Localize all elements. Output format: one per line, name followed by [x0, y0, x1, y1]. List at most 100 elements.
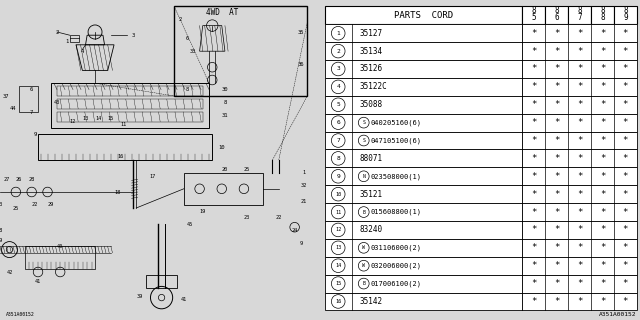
Text: 9: 9 [337, 174, 340, 179]
Text: 13: 13 [83, 116, 89, 121]
Text: 047105100(6): 047105100(6) [371, 137, 422, 144]
Text: *: * [623, 47, 628, 56]
Bar [324, 221, 637, 239]
Text: 2: 2 [56, 29, 59, 35]
Text: *: * [623, 82, 628, 92]
Text: *: * [531, 29, 536, 38]
Text: 30: 30 [221, 87, 228, 92]
Bar [324, 239, 637, 257]
Text: A351A00152: A351A00152 [599, 312, 637, 317]
Text: *: * [623, 172, 628, 181]
Text: 2: 2 [179, 17, 182, 22]
Text: 35126: 35126 [360, 65, 383, 74]
Text: *: * [577, 297, 582, 306]
Bar [545, 6, 568, 24]
Text: 032006000(2): 032006000(2) [371, 262, 422, 269]
Text: A351A00152: A351A00152 [6, 312, 35, 317]
Text: *: * [577, 65, 582, 74]
Bar [26, 246, 95, 269]
Text: 5: 5 [532, 12, 536, 22]
Text: 28: 28 [29, 177, 35, 182]
Text: 10: 10 [218, 145, 225, 150]
Text: 4: 4 [81, 49, 84, 54]
Text: *: * [554, 297, 559, 306]
Text: *: * [600, 243, 605, 252]
Bar [19, 86, 38, 112]
Text: *: * [623, 261, 628, 270]
Text: 8: 8 [554, 6, 559, 15]
Text: 6: 6 [337, 120, 340, 125]
Text: 8: 8 [600, 12, 605, 22]
Text: 13: 13 [335, 245, 341, 250]
Bar [614, 6, 637, 24]
Text: 37: 37 [3, 93, 10, 99]
Text: 21: 21 [301, 199, 307, 204]
Text: 29: 29 [0, 237, 3, 243]
Text: *: * [600, 118, 605, 127]
Text: 38: 38 [0, 228, 3, 233]
Text: *: * [577, 136, 582, 145]
Text: *: * [623, 65, 628, 74]
Text: *: * [577, 47, 582, 56]
Text: 11: 11 [120, 122, 127, 127]
Text: *: * [531, 225, 536, 235]
Text: *: * [554, 208, 559, 217]
Text: *: * [554, 190, 559, 199]
Text: *: * [623, 279, 628, 288]
Text: 88071: 88071 [360, 154, 383, 163]
Bar [324, 114, 637, 132]
Text: 9: 9 [623, 12, 628, 22]
Text: 16: 16 [117, 154, 124, 159]
Text: *: * [554, 243, 559, 252]
Text: *: * [623, 297, 628, 306]
Text: *: * [623, 136, 628, 145]
Text: 20: 20 [222, 167, 228, 172]
Bar [174, 6, 307, 96]
Bar [324, 42, 637, 60]
Text: *: * [600, 47, 605, 56]
Text: 17: 17 [149, 173, 155, 179]
Text: *: * [531, 118, 536, 127]
Bar [324, 167, 637, 185]
Text: 35088: 35088 [360, 100, 383, 109]
Text: 23: 23 [244, 215, 250, 220]
Text: 83240: 83240 [360, 225, 383, 235]
Text: *: * [600, 208, 605, 217]
Text: *: * [531, 208, 536, 217]
Text: 10: 10 [335, 192, 341, 197]
Text: 31: 31 [221, 113, 228, 118]
Text: 040205160(6): 040205160(6) [371, 119, 422, 126]
Text: 8: 8 [186, 87, 188, 92]
Text: S: S [362, 138, 365, 143]
Text: 32: 32 [301, 183, 307, 188]
Text: *: * [577, 190, 582, 199]
Text: 8: 8 [623, 6, 628, 15]
Text: *: * [531, 154, 536, 163]
Text: *: * [600, 279, 605, 288]
Bar [324, 257, 637, 275]
Text: 4WD  AT: 4WD AT [205, 8, 238, 17]
Bar [324, 292, 637, 310]
Text: N: N [362, 174, 365, 179]
Text: 3: 3 [131, 33, 134, 38]
Text: 015608800(1): 015608800(1) [371, 209, 422, 215]
Text: *: * [623, 225, 628, 235]
Text: 017006100(2): 017006100(2) [371, 280, 422, 287]
Text: *: * [531, 136, 536, 145]
Text: 25: 25 [244, 167, 250, 172]
Text: *: * [554, 118, 559, 127]
Text: *: * [531, 279, 536, 288]
Text: 35134: 35134 [360, 47, 383, 56]
Bar [51, 83, 209, 128]
Text: 5: 5 [337, 102, 340, 107]
Text: *: * [623, 190, 628, 199]
Text: 1: 1 [337, 31, 340, 36]
Bar [591, 6, 614, 24]
Text: 12: 12 [335, 228, 341, 232]
Bar [324, 185, 637, 203]
Text: 25: 25 [13, 205, 19, 211]
Text: *: * [554, 29, 559, 38]
Text: *: * [600, 82, 605, 92]
Text: 7: 7 [337, 138, 340, 143]
Text: 7: 7 [577, 12, 582, 22]
